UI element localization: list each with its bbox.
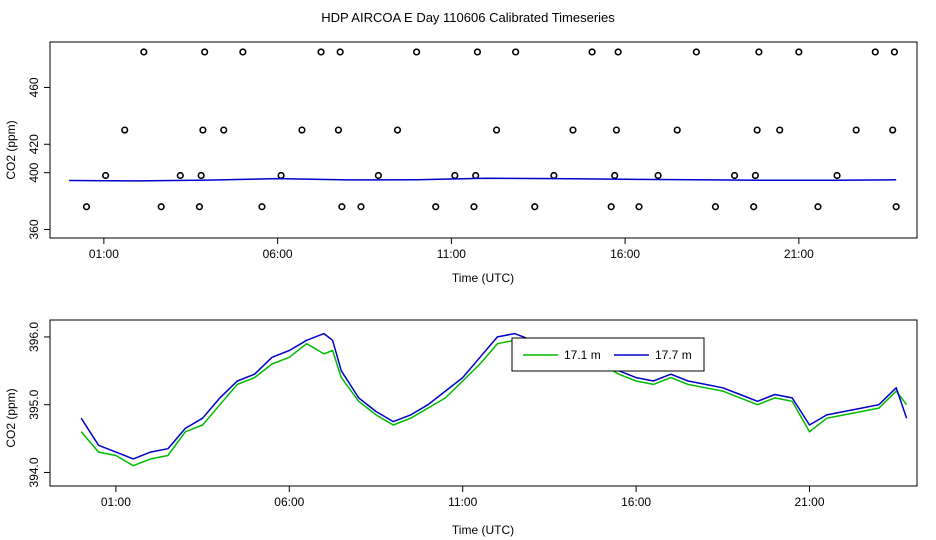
y-tick-label-1: 400 <box>27 162 41 182</box>
x-tick-label-4: 21:00 <box>784 247 814 261</box>
series-line-17-7-m <box>80 332 908 460</box>
data-point-51 <box>833 171 841 180</box>
data-point-33 <box>588 48 596 56</box>
data-point-55 <box>890 48 899 56</box>
data-point-29 <box>512 48 520 56</box>
data-point-19 <box>357 203 365 211</box>
x-tick-label-1: 06:00 <box>263 247 293 261</box>
data-point-40 <box>673 126 681 134</box>
data-point-36 <box>612 126 621 134</box>
data-point-0 <box>82 203 91 211</box>
data-point-15 <box>317 48 325 56</box>
data-point-42 <box>711 203 720 211</box>
data-point-12 <box>258 203 266 211</box>
data-point-27 <box>473 48 482 56</box>
x-tick-label-3: 16:00 <box>621 495 651 509</box>
y-axis-bottom: 394.0 395.0 396.0 <box>27 322 50 487</box>
data-point-53 <box>871 48 879 56</box>
x-tick-label-4: 21:00 <box>794 495 824 509</box>
data-point-45 <box>751 171 760 180</box>
data-point-23 <box>432 203 440 211</box>
data-point-34 <box>607 203 615 211</box>
data-point-24 <box>451 171 459 180</box>
data-point-18 <box>338 203 346 211</box>
x-axis-label-top: Time (UTC) <box>452 271 514 285</box>
data-point-47 <box>755 48 763 56</box>
data-point-52 <box>852 126 860 134</box>
panel-top: 01:00 06:00 11:00 16:00 21:00 360 400 420 460 T… <box>4 41 918 285</box>
data-point-9 <box>201 48 209 56</box>
y-axis-top: 360 400 420 460 <box>27 77 50 239</box>
data-point-54 <box>889 126 897 134</box>
x-axis-bottom: 01:00 06:00 11:00 16:00 21:00 <box>101 486 825 509</box>
x-axis-top: 01:00 06:00 11:00 16:00 21:00 <box>89 238 814 261</box>
legend: 17.1 m 17.7 m <box>511 337 705 372</box>
data-point-39 <box>654 171 662 180</box>
y-tick-label-3: 460 <box>27 77 41 97</box>
series-line-17-1-m <box>80 339 908 467</box>
data-marks-top <box>69 48 900 211</box>
data-point-6 <box>195 203 204 211</box>
legend-label-17-1m: 17.1 m <box>564 348 601 362</box>
data-point-20 <box>374 171 382 180</box>
figure-title: HDP AIRCOA E Day 110606 Calibrated Times… <box>321 10 615 25</box>
data-point-38 <box>635 203 643 211</box>
data-point-16 <box>334 126 343 134</box>
y-axis-label-top: CO2 (ppm) <box>4 120 18 179</box>
data-point-46 <box>753 126 761 134</box>
series-line-1 <box>69 177 897 182</box>
data-point-35 <box>611 171 619 180</box>
panel-bottom: 01:00 06:00 11:00 16:00 21:00 394.0 395.0 396.… <box>4 319 918 537</box>
data-point-44 <box>750 203 758 211</box>
data-point-4 <box>157 203 165 211</box>
data-point-3 <box>140 48 148 56</box>
x-tick-label-2: 11:00 <box>448 495 477 509</box>
data-point-56 <box>892 203 900 211</box>
data-point-22 <box>413 48 421 56</box>
data-point-43 <box>730 171 739 180</box>
data-point-11 <box>239 48 247 56</box>
data-point-28 <box>492 126 501 134</box>
x-tick-label-3: 16:00 <box>610 247 640 261</box>
data-point-17 <box>336 48 344 56</box>
legend-label-17-7m: 17.7 m <box>655 348 692 362</box>
y-tick-label-1: 395.0 <box>27 389 41 419</box>
data-point-13 <box>277 171 285 180</box>
x-tick-label-0: 01:00 <box>101 495 131 509</box>
data-point-48 <box>776 126 784 134</box>
data-point-30 <box>531 203 539 211</box>
data-marks-bottom <box>80 332 908 467</box>
x-axis-label-bottom: Time (UTC) <box>452 523 514 537</box>
data-point-21 <box>393 126 402 134</box>
data-point-41 <box>692 48 700 56</box>
data-point-49 <box>795 48 803 56</box>
plot-frame-top <box>49 41 918 239</box>
y-tick-label-2: 420 <box>27 134 41 154</box>
x-tick-label-0: 01:00 <box>89 247 119 261</box>
data-point-26 <box>472 171 480 180</box>
data-point-37 <box>614 48 622 56</box>
data-point-14 <box>298 126 306 134</box>
data-point-31 <box>550 171 558 180</box>
y-tick-label-2: 396.0 <box>27 322 41 352</box>
x-tick-label-2: 11:00 <box>437 247 466 261</box>
data-point-32 <box>569 126 577 134</box>
x-tick-label-1: 06:00 <box>274 495 304 509</box>
data-point-2 <box>121 126 129 134</box>
y-tick-label-0: 394.0 <box>27 457 41 487</box>
data-point-8 <box>199 126 207 134</box>
data-point-5 <box>176 171 184 180</box>
data-point-50 <box>814 203 822 211</box>
data-point-1 <box>101 171 110 180</box>
data-point-7 <box>197 171 205 180</box>
data-point-25 <box>470 203 478 211</box>
plot-frame-bottom <box>49 319 918 487</box>
y-tick-label-0: 360 <box>27 219 41 239</box>
y-axis-label-bottom: CO2 (ppm) <box>4 388 18 447</box>
data-point-10 <box>220 126 228 134</box>
